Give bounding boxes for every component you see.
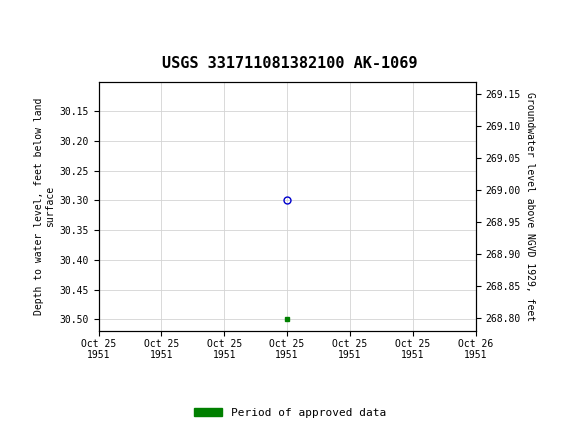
Text: USGS 331711081382100 AK-1069: USGS 331711081382100 AK-1069 [162,56,418,71]
Text: USGS: USGS [38,10,89,28]
Y-axis label: Groundwater level above NGVD 1929, feet: Groundwater level above NGVD 1929, feet [525,92,535,321]
Legend: Period of approved data: Period of approved data [190,403,390,422]
Y-axis label: Depth to water level, feet below land
surface: Depth to water level, feet below land su… [34,98,55,315]
